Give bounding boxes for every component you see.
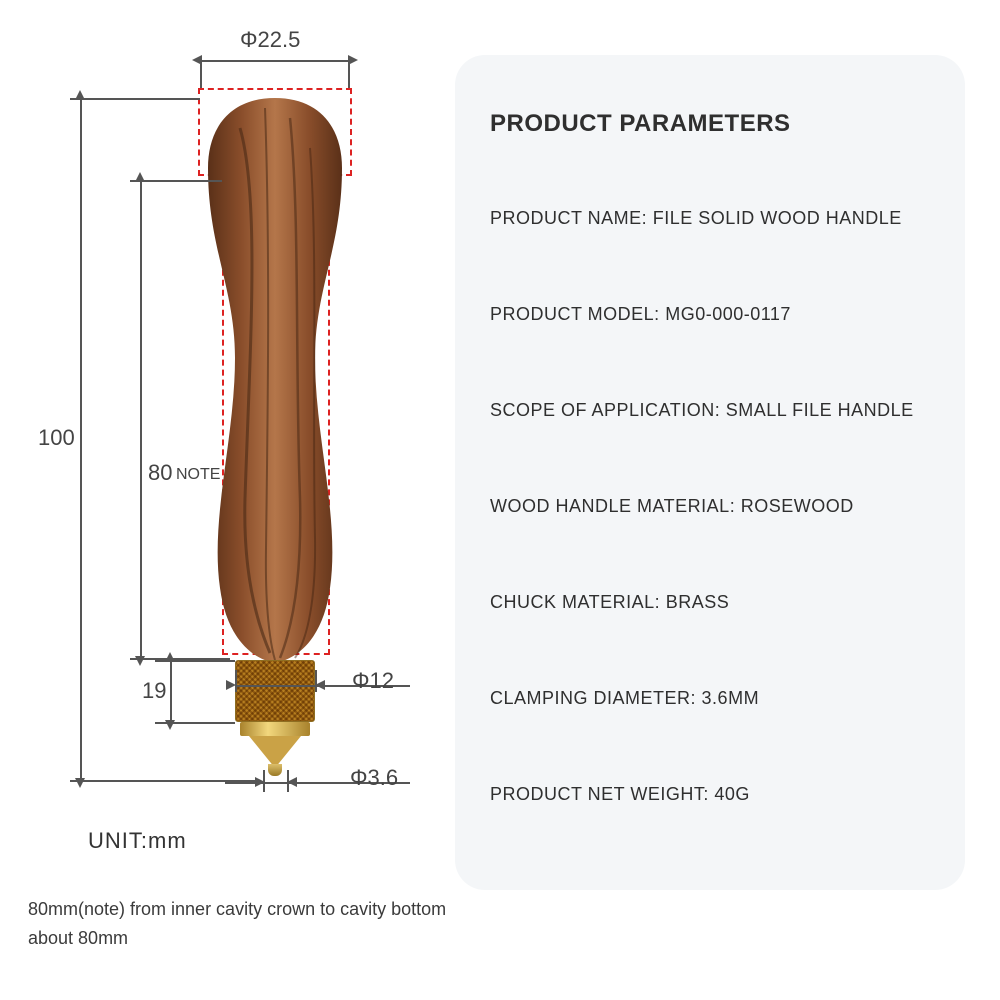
param-value: 40G (714, 784, 750, 804)
dim-overall-length: 100 (38, 425, 75, 451)
param-label: WOOD HANDLE MATERIAL: (490, 496, 735, 516)
brass-chuck-icon (235, 660, 315, 780)
footnote-text: 80mm(note) from inner cavity crown to ca… (28, 895, 458, 953)
dim-chuck-diameter: Φ12 (352, 668, 394, 694)
dim-top-diameter: Φ22.5 (240, 27, 300, 53)
param-label: PRODUCT NAME: (490, 208, 647, 228)
param-row: CHUCK MATERIAL: BRASS (490, 592, 930, 613)
param-label: CLAMPING DIAMETER: (490, 688, 696, 708)
dimension-diagram: Φ22.5 (20, 30, 460, 980)
param-label: PRODUCT MODEL: (490, 304, 660, 324)
param-value: ROSEWOOD (741, 496, 854, 516)
parameters-title: PRODUCT PARAMETERS (490, 110, 930, 138)
param-value: SMALL FILE HANDLE (726, 400, 914, 420)
dim-cavity-note: NOTE (176, 466, 220, 484)
param-row: PRODUCT MODEL: MG0-000-0117 (490, 304, 930, 325)
unit-label: UNIT:mm (88, 828, 187, 854)
param-value: FILE SOLID WOOD HANDLE (653, 208, 902, 228)
param-row: SCOPE OF APPLICATION: SMALL FILE HANDLE (490, 400, 930, 421)
param-row: PRODUCT NAME: FILE SOLID WOOD HANDLE (490, 208, 930, 229)
param-row: CLAMPING DIAMETER: 3.6MM (490, 688, 930, 709)
param-row: PRODUCT NET WEIGHT: 40G (490, 784, 930, 805)
dim-tip-diameter: Φ3.6 (350, 765, 398, 791)
product-spec-page: PRODUCT PARAMETERS PRODUCT NAME: FILE SO… (0, 0, 1000, 1000)
dim-cavity-length: 80 (148, 460, 172, 486)
param-value: BRASS (666, 592, 730, 612)
param-value: 3.6MM (702, 688, 760, 708)
product-illustration (200, 98, 350, 798)
param-label: PRODUCT NET WEIGHT: (490, 784, 709, 804)
param-value: MG0-000-0117 (665, 304, 791, 324)
param-label: SCOPE OF APPLICATION: (490, 400, 720, 420)
param-label: CHUCK MATERIAL: (490, 592, 660, 612)
parameters-panel: PRODUCT PARAMETERS PRODUCT NAME: FILE SO… (455, 55, 965, 890)
dim-chuck-height: 19 (142, 678, 166, 704)
param-row: WOOD HANDLE MATERIAL: ROSEWOOD (490, 496, 930, 517)
wood-handle-icon (200, 98, 350, 668)
